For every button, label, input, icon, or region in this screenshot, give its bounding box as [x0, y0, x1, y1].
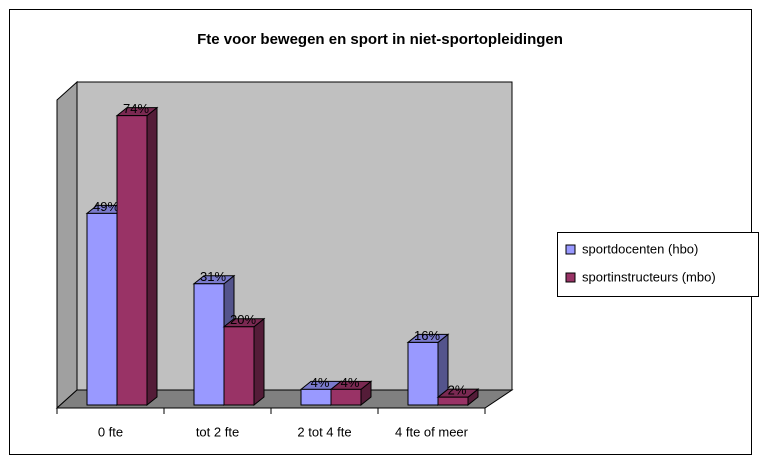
legend-swatch [565, 244, 576, 255]
bar [437, 396, 469, 406]
chart-title: Fte voor bewegen en sport in niet-sporto… [197, 31, 563, 48]
value-label: 31% [200, 269, 226, 284]
legend-swatch [565, 272, 576, 283]
value-label: 4% [311, 375, 330, 390]
legend-label: sportinstructeurs (mbo) [582, 269, 716, 284]
bar [116, 115, 148, 406]
x-tick-label: 4 fte of meer [395, 424, 469, 439]
bar [193, 283, 225, 406]
bar [330, 388, 362, 406]
bar [300, 388, 332, 406]
legend [557, 232, 759, 297]
legend-label: sportdocenten (hbo) [582, 241, 698, 256]
side-wall [56, 80, 78, 410]
bar-side [146, 106, 158, 407]
value-label: 2% [448, 383, 467, 398]
bar [223, 326, 255, 406]
bar [86, 212, 118, 406]
value-label: 49% [93, 199, 119, 214]
value-label: 4% [341, 375, 360, 390]
x-tick-label: 2 tot 4 fte [297, 424, 351, 439]
x-tick-label: tot 2 fte [196, 424, 239, 439]
value-label: 74% [123, 101, 149, 116]
value-label: 16% [414, 328, 440, 343]
value-label: 20% [230, 312, 256, 327]
bar [407, 341, 439, 406]
x-tick-label: 0 fte [98, 424, 123, 439]
bar-side [253, 317, 265, 407]
